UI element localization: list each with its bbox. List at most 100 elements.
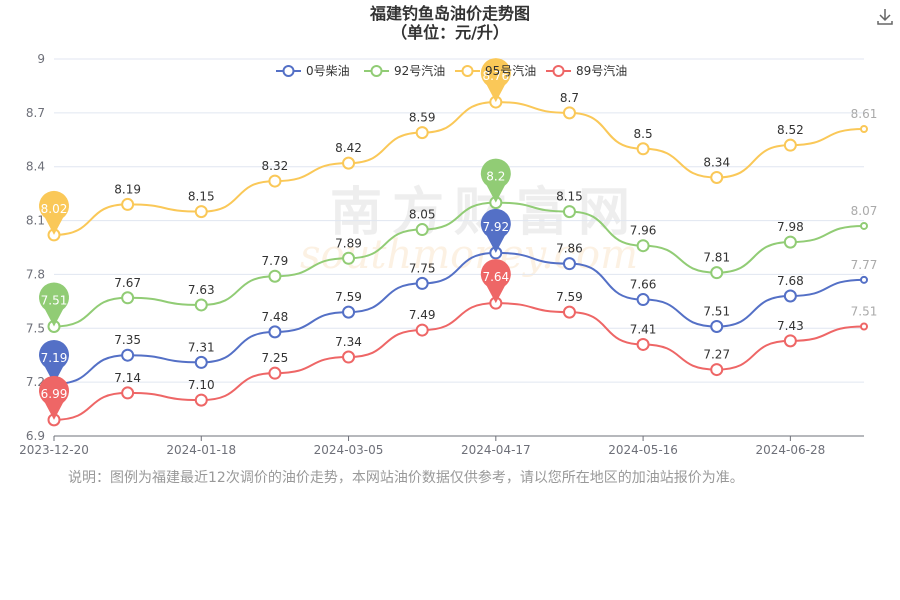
data-point[interactable] xyxy=(268,366,282,380)
data-point[interactable] xyxy=(194,205,208,219)
x-tick-label: 2024-05-16 xyxy=(608,443,678,457)
data-label: 8.42 xyxy=(335,141,362,155)
data-label: 7.81 xyxy=(703,251,730,265)
pin-shape xyxy=(39,339,69,384)
pin-shape xyxy=(39,190,69,235)
y-tick-label: 7.5 xyxy=(26,321,45,335)
data-point[interactable] xyxy=(121,197,135,211)
data-point[interactable] xyxy=(562,257,576,271)
markpoint-pin: 6.99 xyxy=(39,375,69,420)
pin-label: 7.19 xyxy=(41,351,68,365)
legend-item[interactable]: 89号汽油 xyxy=(546,63,627,78)
data-point[interactable] xyxy=(268,325,282,339)
legend[interactable]: 0号柴油 92号汽油 95号汽油 89号汽油 xyxy=(276,63,627,78)
data-point[interactable] xyxy=(415,276,429,290)
markpoint-pin: 7.64 xyxy=(480,259,511,304)
data-point[interactable] xyxy=(342,251,356,265)
data-point[interactable] xyxy=(783,235,797,249)
markpoint-pin: 7.19 xyxy=(39,339,69,384)
chart-title-block: 福建钓鱼岛油价走势图 （单位：元/升） xyxy=(0,4,900,42)
data-point[interactable] xyxy=(636,142,650,156)
legend-label: 89号汽油 xyxy=(576,63,627,78)
data-label: 7.98 xyxy=(777,220,804,234)
data-point[interactable] xyxy=(562,106,576,120)
data-labels: 7.35 7.31 7.48 7.59 7.75 7.86 7.66 7.51 7.68 7.77… xyxy=(114,91,877,392)
chart-note: 说明：图例为福建最近12次调价的油价走势，本网站油价数据仅供参考，请以您所在地区… xyxy=(68,470,744,486)
series-group xyxy=(47,95,868,427)
data-point[interactable] xyxy=(415,126,429,140)
series-92号汽油 xyxy=(47,196,868,333)
data-label: 7.48 xyxy=(262,310,289,324)
pin-shape xyxy=(480,58,511,103)
data-point[interactable] xyxy=(636,293,650,307)
series-line xyxy=(53,302,865,421)
data-label: 7.63 xyxy=(188,283,215,297)
legend-marker xyxy=(461,65,474,77)
data-point[interactable] xyxy=(710,319,724,333)
grid xyxy=(54,58,864,383)
legend-marker xyxy=(552,65,565,77)
legend-item[interactable]: 92号汽油 xyxy=(364,63,445,78)
download-icon xyxy=(877,9,893,25)
data-point[interactable] xyxy=(860,322,868,331)
data-point[interactable] xyxy=(194,355,208,369)
data-label: 7.59 xyxy=(556,290,583,304)
data-point[interactable] xyxy=(121,348,135,362)
legend-label: 0号柴油 xyxy=(306,64,350,78)
series-95号汽油 xyxy=(47,95,868,242)
data-point[interactable] xyxy=(268,174,282,188)
pin-label: 8.2 xyxy=(486,170,505,184)
data-label: 7.35 xyxy=(114,333,141,347)
data-point[interactable] xyxy=(342,350,356,364)
download-button[interactable] xyxy=(874,6,896,28)
data-point[interactable] xyxy=(710,170,724,184)
data-point[interactable] xyxy=(636,337,650,351)
x-tick-label: 2024-01-18 xyxy=(166,443,236,457)
y-tick-label: 9 xyxy=(37,52,45,66)
data-point[interactable] xyxy=(783,334,797,348)
legend-item[interactable]: 95号汽油 xyxy=(455,63,536,78)
data-point[interactable] xyxy=(415,323,429,337)
y-tick-label: 8.7 xyxy=(26,106,45,120)
legend-item[interactable]: 0号柴油 xyxy=(276,64,350,78)
y-tick-label: 8.4 xyxy=(26,160,45,174)
data-label: 7.51 xyxy=(851,304,878,318)
markpoint-pin: 8.76 xyxy=(480,58,511,103)
data-label: 7.41 xyxy=(630,322,657,336)
data-point[interactable] xyxy=(636,239,650,253)
data-point[interactable] xyxy=(783,138,797,152)
data-point[interactable] xyxy=(562,305,576,319)
pin-label: 8.02 xyxy=(41,202,68,216)
data-point[interactable] xyxy=(268,269,282,283)
data-point[interactable] xyxy=(860,275,868,284)
data-point[interactable] xyxy=(860,221,868,230)
data-point[interactable] xyxy=(121,291,135,305)
data-point[interactable] xyxy=(710,363,724,377)
y-tick-label: 7.8 xyxy=(26,267,45,281)
data-label: 8.52 xyxy=(777,123,804,137)
data-label: 7.96 xyxy=(630,224,657,238)
pin-shape xyxy=(39,375,69,420)
data-label: 7.10 xyxy=(188,378,215,392)
data-point[interactable] xyxy=(342,305,356,319)
markpoints: 7.92 7.19 8.2 7.51 8.76 8.02 7.64 6.99 xyxy=(39,58,511,420)
legend-label: 92号汽油 xyxy=(394,63,445,78)
data-point[interactable] xyxy=(710,266,724,280)
data-point[interactable] xyxy=(194,393,208,407)
legend-marker xyxy=(282,65,295,77)
data-point[interactable] xyxy=(194,298,208,312)
data-point[interactable] xyxy=(860,125,868,134)
data-label: 8.07 xyxy=(851,204,878,218)
data-point[interactable] xyxy=(415,223,429,237)
data-point[interactable] xyxy=(783,289,797,303)
data-label: 8.7 xyxy=(560,91,579,105)
data-point[interactable] xyxy=(342,156,356,170)
data-point[interactable] xyxy=(121,386,135,400)
data-label: 7.31 xyxy=(188,340,215,354)
data-label: 8.59 xyxy=(409,111,436,125)
data-point[interactable] xyxy=(562,205,576,219)
chart-title: 福建钓鱼岛油价走势图 xyxy=(369,4,530,23)
data-label: 7.66 xyxy=(630,278,657,292)
data-label: 7.77 xyxy=(851,258,878,272)
